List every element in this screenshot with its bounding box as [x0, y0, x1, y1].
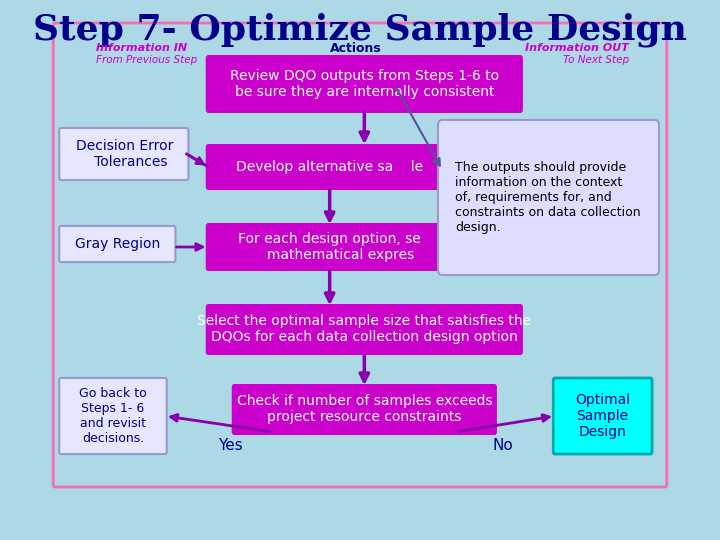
FancyBboxPatch shape [438, 120, 659, 275]
FancyBboxPatch shape [206, 223, 449, 271]
FancyBboxPatch shape [232, 384, 497, 435]
Text: Actions: Actions [330, 42, 382, 55]
FancyBboxPatch shape [59, 378, 167, 454]
FancyBboxPatch shape [59, 128, 189, 180]
Text: Optimal
Sample
Design: Optimal Sample Design [575, 393, 630, 439]
FancyBboxPatch shape [206, 55, 523, 113]
FancyBboxPatch shape [206, 304, 523, 355]
Text: Information IN: Information IN [96, 43, 186, 53]
FancyBboxPatch shape [206, 144, 449, 190]
Text: Yes: Yes [217, 437, 243, 453]
Text: Gray Region: Gray Region [75, 237, 160, 251]
Text: Select the optimal sample size that satisfies the
DQOs for each data collection : Select the optimal sample size that sati… [197, 314, 531, 344]
Text: To Next Step: To Next Step [562, 55, 629, 65]
Text: Decision Error
   Tolerances: Decision Error Tolerances [76, 139, 173, 169]
Text: Go back to
Steps 1- 6
and revisit
decisions.: Go back to Steps 1- 6 and revisit decisi… [79, 387, 147, 445]
Text: From Previous Step: From Previous Step [96, 55, 197, 65]
Text: The outputs should provide
information on the context
of, requirements for, and
: The outputs should provide information o… [455, 160, 641, 233]
Text: Step 7- Optimize Sample Design: Step 7- Optimize Sample Design [33, 13, 687, 47]
Text: Develop alternative sa    le: Develop alternative sa le [236, 160, 423, 174]
FancyBboxPatch shape [59, 226, 176, 262]
FancyBboxPatch shape [553, 378, 652, 454]
Text: For each design option, se
     mathematical expres: For each design option, se mathematical … [238, 232, 421, 262]
Text: Information OUT: Information OUT [525, 43, 629, 53]
FancyBboxPatch shape [53, 23, 667, 487]
Text: Review DQO outputs from Steps 1-6 to
be sure they are internally consistent: Review DQO outputs from Steps 1-6 to be … [230, 69, 499, 99]
Text: Check if number of samples exceeds
project resource constraints: Check if number of samples exceeds proje… [237, 394, 492, 424]
Text: No: No [492, 437, 513, 453]
